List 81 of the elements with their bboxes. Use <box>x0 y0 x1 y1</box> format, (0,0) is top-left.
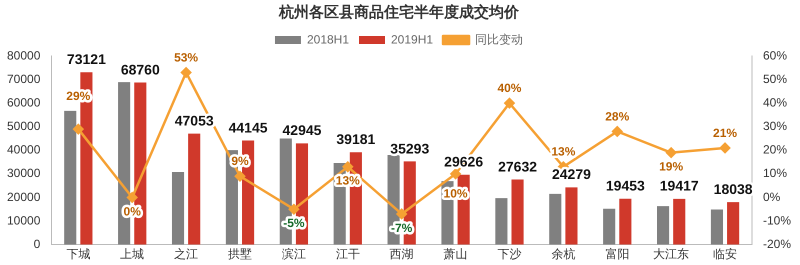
bar <box>188 134 200 245</box>
bar <box>710 209 724 245</box>
point <box>73 124 84 134</box>
bar <box>495 198 508 245</box>
y2-tick-label: 20% <box>762 142 788 157</box>
legend-label: 2019H1 <box>391 32 434 46</box>
y-tick-label: 0 <box>34 236 41 251</box>
x-tick-label: 拱墅 <box>228 247 252 262</box>
data-label: 53% <box>174 50 198 64</box>
y-tick-label: 40000 <box>6 142 41 157</box>
y-tick-label: 60000 <box>6 95 41 110</box>
data-label: 35293 <box>390 140 430 156</box>
point <box>288 204 300 214</box>
y2-tick-label: 40% <box>762 95 788 110</box>
y2-tick-label: -10% <box>762 213 792 228</box>
data-label: 24279 <box>552 166 592 182</box>
bar <box>603 208 616 245</box>
y-tick-label: 70000 <box>6 72 41 86</box>
point <box>450 168 461 180</box>
y-tick-label: 20000 <box>6 190 41 204</box>
point <box>504 98 515 108</box>
y2-tick-label: -20% <box>762 236 792 251</box>
bar <box>511 179 524 245</box>
data-label: 27632 <box>498 158 538 174</box>
x-tick-label: 余杭 <box>551 247 576 262</box>
y2-tick-label: 60% <box>762 48 788 62</box>
x-tick-label: 富阳 <box>605 247 630 262</box>
data-label: 19% <box>659 159 684 174</box>
point <box>342 162 354 172</box>
data-label: 39181 <box>336 131 376 148</box>
data-label: 18038 <box>714 180 753 197</box>
data-label: 68760 <box>120 61 160 78</box>
point <box>180 67 192 78</box>
data-label: 73121 <box>66 51 106 68</box>
data-label: 44145 <box>228 119 268 136</box>
bar <box>172 172 184 245</box>
x-tick-label: 滨江 <box>282 247 306 262</box>
chart-title: 杭州各区县商品住宅半年度成交均价 <box>278 3 520 22</box>
bar <box>727 202 740 245</box>
point <box>612 126 623 137</box>
data-label: 19417 <box>660 178 699 194</box>
x-tick-label: 萧山 <box>444 247 468 262</box>
bar <box>673 198 686 245</box>
data-label: 0% <box>124 204 142 218</box>
data-label: 19453 <box>606 178 646 194</box>
legend-label: 同比变动 <box>475 32 524 46</box>
x-tick-label: 大江东 <box>653 247 690 262</box>
point <box>234 170 246 182</box>
x-tick-label: 临安 <box>713 247 738 262</box>
data-label: 40% <box>497 80 522 95</box>
point <box>666 147 676 158</box>
data-label: 13% <box>551 144 576 159</box>
point <box>396 208 407 220</box>
y-tick-label: 80000 <box>6 48 41 62</box>
bar <box>619 198 632 245</box>
y2-tick-label: 0% <box>762 190 781 204</box>
point <box>720 142 730 154</box>
point <box>126 192 138 203</box>
data-label: 42945 <box>282 122 322 138</box>
bar <box>565 187 578 245</box>
x-tick-label: 西湖 <box>390 247 414 262</box>
bar <box>549 194 562 245</box>
y2-tick-label: 10% <box>762 166 788 180</box>
y-tick-label: 30000 <box>6 166 41 180</box>
data-label: 10% <box>444 186 468 201</box>
bar <box>64 110 76 245</box>
legend-label: 2018H1 <box>306 32 350 46</box>
y-tick-label: 10000 <box>6 213 41 228</box>
y2-tick-label: 30% <box>762 119 788 134</box>
x-tick-label: 上城 <box>120 247 144 262</box>
bar <box>657 206 670 245</box>
data-label: 9% <box>231 154 249 168</box>
data-label: 21% <box>713 126 738 140</box>
x-tick-label: 下沙 <box>497 247 522 262</box>
x-tick-label: 之江 <box>174 247 198 262</box>
x-tick-label: 下城 <box>66 247 90 262</box>
y2-tick-label: 50% <box>762 72 788 86</box>
y-tick-label: 50000 <box>6 119 41 134</box>
x-tick-label: 江干 <box>336 247 360 262</box>
data-label: 13% <box>336 174 360 188</box>
data-label: 28% <box>605 109 630 124</box>
